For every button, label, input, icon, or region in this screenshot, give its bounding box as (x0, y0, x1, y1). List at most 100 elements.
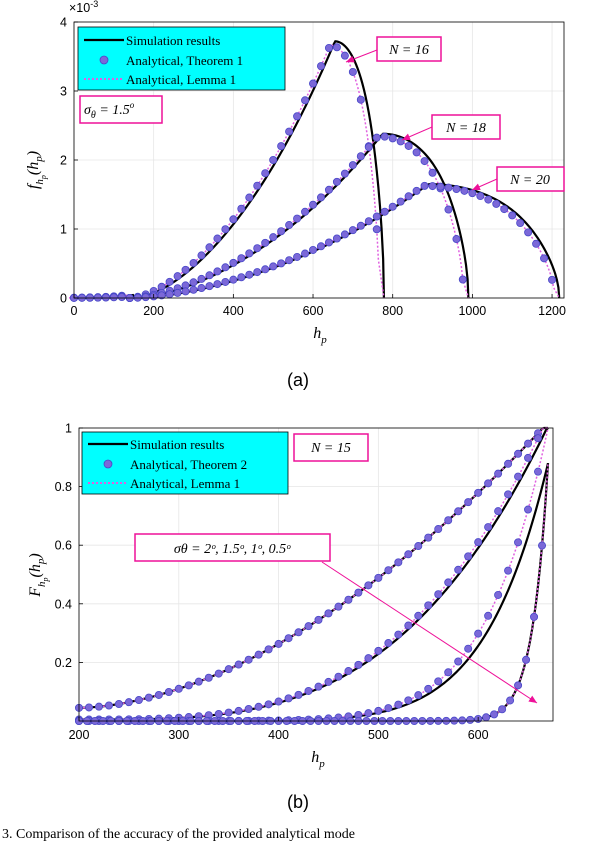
theorem-marker (316, 242, 325, 251)
legend-b-theorem-label: Analytical, Theorem 2 (130, 457, 247, 472)
theorem-marker (494, 590, 503, 599)
arrow-line (321, 561, 538, 704)
theorem-marker (285, 127, 294, 136)
theorem-marker (364, 217, 373, 226)
theorem-marker (301, 96, 310, 105)
theorem-marker (109, 293, 118, 302)
x-tick-label: 500 (368, 728, 389, 742)
y-tick-label: 4 (60, 16, 67, 30)
theorem-marker (372, 225, 381, 234)
lemma-curve (79, 463, 549, 722)
theorem-marker (532, 239, 541, 248)
svg-text:Fhp(hp): Fhp(hp) (27, 553, 50, 597)
theorem-marker (494, 507, 503, 516)
theorem-marker (334, 672, 343, 681)
theorem-marker (458, 716, 467, 725)
theorem-marker (293, 112, 302, 121)
theorem-marker (380, 207, 389, 216)
theorem-marker (384, 639, 393, 648)
theorem-marker (254, 650, 263, 659)
simulation-curve (79, 462, 550, 723)
theorem-marker (237, 273, 246, 282)
x-tick-label: 1200 (538, 304, 566, 318)
theorem-marker (164, 688, 173, 697)
panel-a-y-multiplier: ×10-3 (69, 0, 98, 15)
svg-text:σθ = 2ᵒ, 1.5ᵒ, 1ᵒ, 0.5ᵒ: σθ = 2ᵒ, 1.5ᵒ, 1ᵒ, 0.5ᵒ (174, 542, 291, 557)
theorem-marker (189, 258, 198, 267)
theorem-marker (404, 550, 413, 559)
theorem-marker (464, 644, 473, 653)
theorem-marker (374, 706, 383, 715)
theorem-marker (424, 533, 433, 542)
theorem-marker (141, 293, 150, 302)
x-tick-label: 300 (168, 728, 189, 742)
theorem-marker (522, 655, 531, 664)
theorem-marker (224, 708, 233, 717)
simulation-curve (79, 463, 550, 723)
theorem-marker (504, 459, 513, 468)
theorem-marker (444, 668, 453, 677)
theorem-marker (277, 259, 286, 268)
theorem-marker (484, 611, 493, 620)
theorem-marker (134, 696, 143, 705)
theorem-marker (444, 183, 453, 192)
legend-b-simulation-label: Simulation results (130, 437, 224, 452)
theorem-marker (404, 141, 413, 150)
theorem-marker (205, 271, 214, 280)
theorem-marker (474, 538, 483, 547)
panel-a-sigma-annotation: σθ = 1.5o (79, 95, 163, 124)
theorem-marker (484, 195, 493, 204)
theorem-marker (181, 265, 190, 274)
theorem-marker (332, 43, 341, 52)
theorem-marker (534, 434, 543, 443)
panel-a-ticks: 0 200 400 600 800 1000 1200 0 1 2 3 4 (60, 16, 566, 319)
lemma-curve (78, 427, 549, 709)
svg-text:fhp(hp): fhp(hp) (25, 151, 48, 189)
panel-b-y-label: Fhp(hp) (27, 553, 50, 597)
theorem-marker (309, 200, 318, 209)
y-tick-label: 3 (60, 85, 67, 99)
theorem-marker (221, 225, 230, 234)
panel-b-subfigure-label: (b) (287, 792, 309, 812)
theorem-marker (316, 193, 325, 202)
theorem-marker (412, 186, 421, 195)
theorem-marker (482, 713, 491, 722)
theorem-marker (261, 238, 270, 247)
theorem-marker (274, 697, 283, 706)
theorem-marker (261, 265, 270, 274)
theorem-marker (484, 479, 493, 488)
theorem-marker (221, 263, 230, 272)
y-tick-label: 0.6 (55, 539, 72, 553)
x-tick-label: 0 (71, 304, 78, 318)
lemma-curve (69, 135, 470, 299)
x-tick-label: 400 (268, 728, 289, 742)
theorem-marker (324, 43, 333, 52)
theorem-marker (530, 612, 539, 621)
theorem-marker (458, 275, 467, 284)
theorem-marker (348, 226, 357, 235)
theorem-marker (476, 192, 485, 201)
theorem-marker (197, 284, 206, 293)
theorem-marker (174, 684, 183, 693)
theorem-marker (324, 185, 333, 194)
panel-b-legend: Simulation results Analytical, Theorem 2… (81, 431, 289, 495)
theorem-marker (173, 272, 182, 281)
theorem-marker (84, 703, 93, 712)
x-tick-label: 800 (382, 304, 403, 318)
theorem-marker (414, 542, 423, 551)
theorem-marker (514, 449, 523, 458)
x-tick-label: 400 (223, 304, 244, 318)
theorem-marker (414, 611, 423, 620)
annotation-n15: N = 15 (293, 433, 369, 462)
theorem-marker (254, 702, 263, 711)
x-tick-label: 200 (143, 304, 164, 318)
panel-a-subfigure-label: (a) (287, 370, 309, 390)
theorem-marker (244, 705, 253, 714)
theorem-marker (412, 148, 421, 157)
theorem-marker (293, 214, 302, 223)
theorem-marker (245, 249, 254, 258)
theorem-marker (214, 709, 223, 718)
theorem-marker (124, 698, 133, 707)
